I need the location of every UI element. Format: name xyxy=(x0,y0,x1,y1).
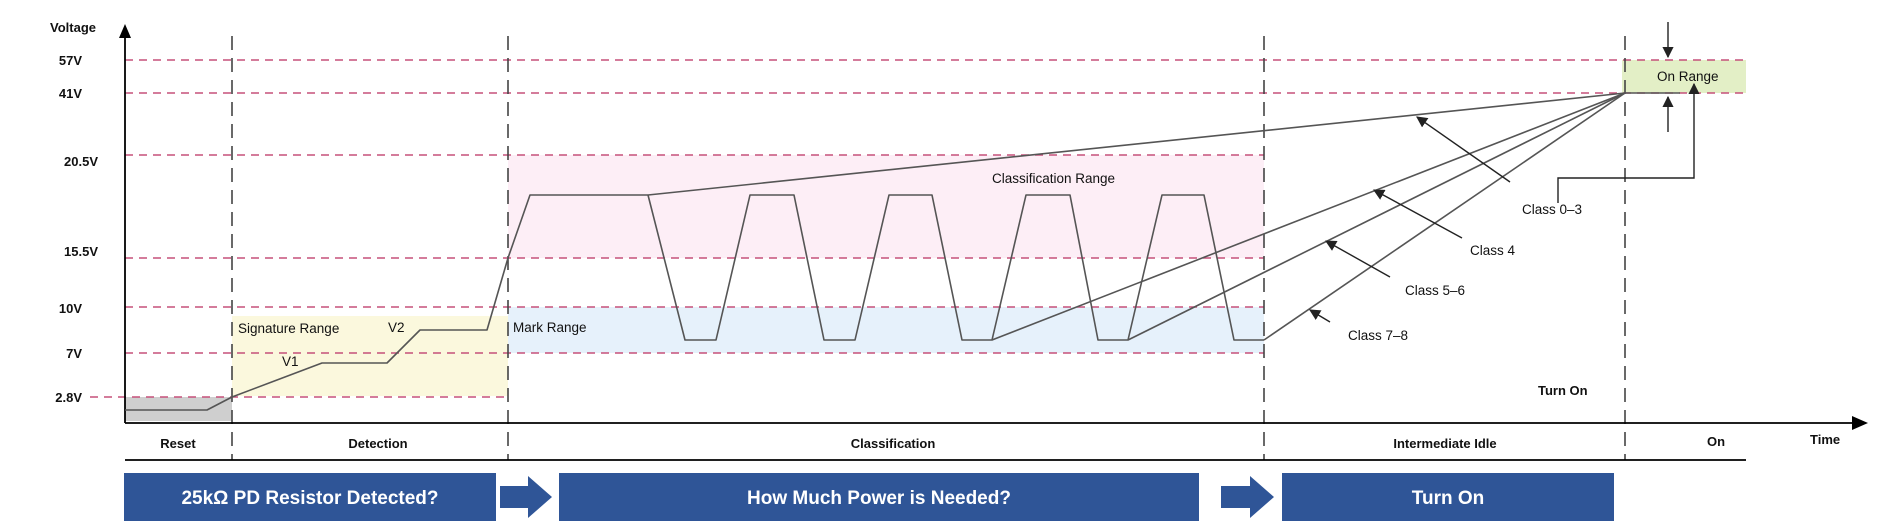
mark-range-label: Mark Range xyxy=(513,320,587,335)
on-range-label: On Range xyxy=(1657,69,1719,84)
pointer-class-0-3 xyxy=(1416,116,1511,183)
pointer-class-7-8 xyxy=(1309,309,1331,323)
class-0-3-to-on-range-arrow xyxy=(1557,82,1700,203)
ramp-class-0-3 xyxy=(647,92,1626,196)
y-label-2-8v: 2.8V xyxy=(55,390,82,405)
y-axis-arrowhead xyxy=(119,24,131,38)
phase-on-label: On xyxy=(1707,434,1725,449)
ramp-class-5-6 xyxy=(1127,92,1626,341)
y-axis-title: Voltage xyxy=(50,20,96,35)
power-question-text: How Much Power is Needed? xyxy=(747,488,1011,509)
x-axis-title: Time xyxy=(1810,432,1840,447)
x-axis-arrowhead xyxy=(1852,416,1868,430)
pointer-class-4 xyxy=(1373,189,1463,239)
ramp-class-4 xyxy=(991,92,1626,341)
y-label-41v: 41V xyxy=(59,86,82,101)
class-5-6-label: Class 5–6 xyxy=(1405,283,1465,298)
class-4-label: Class 4 xyxy=(1470,243,1516,258)
phase-classification-label: Classification xyxy=(851,436,936,451)
v2-label: V2 xyxy=(388,320,405,335)
phase-reset-label: Reset xyxy=(160,436,196,451)
mark-range-region xyxy=(508,307,1264,353)
flow-arrow-2 xyxy=(1221,476,1274,518)
phase-intermediate-idle-label: Intermediate Idle xyxy=(1393,436,1496,451)
ramp-class-7-8 xyxy=(1263,92,1626,341)
y-label-20-5v: 20.5V xyxy=(64,154,98,169)
waveform-reset-detection xyxy=(125,194,648,411)
pointer-class-5-6 xyxy=(1325,240,1391,278)
class-7-8-label: Class 7–8 xyxy=(1348,328,1408,343)
y-label-57v: 57V xyxy=(59,53,82,68)
on-range-region xyxy=(1622,60,1746,93)
detection-question-text: 25kΩ PD Resistor Detected? xyxy=(181,488,438,509)
signature-range-label: Signature Range xyxy=(238,321,339,336)
turn-on-box xyxy=(1282,473,1614,521)
turn-on-box-text: Turn On xyxy=(1412,488,1484,509)
reset-region xyxy=(125,397,232,421)
y-label-7v: 7V xyxy=(66,346,82,361)
detection-question-box xyxy=(124,473,496,521)
y-label-10v: 10V xyxy=(59,301,82,316)
class-0-3-label: Class 0–3 xyxy=(1522,202,1582,217)
turn-on-point-label: Turn On xyxy=(1538,383,1588,398)
waveform-classification-pulses xyxy=(647,194,1264,341)
y-label-15-5v: 15.5V xyxy=(64,244,98,259)
flow-arrow-1 xyxy=(500,476,552,518)
power-question-box xyxy=(559,473,1199,521)
phase-detection-label: Detection xyxy=(348,436,407,451)
classification-range-label: Classification Range xyxy=(992,171,1115,186)
v1-label: V1 xyxy=(282,354,299,369)
